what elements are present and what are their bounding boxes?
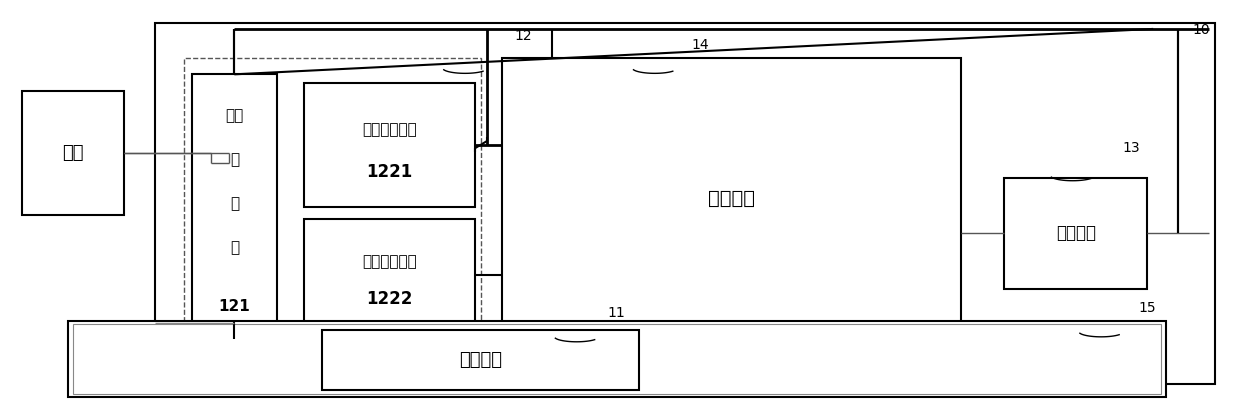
Text: 1221: 1221 [366,163,413,181]
Text: 控制模组: 控制模组 [1055,224,1096,242]
FancyBboxPatch shape [304,219,475,330]
FancyBboxPatch shape [322,330,639,390]
Text: 10: 10 [1193,23,1210,37]
FancyBboxPatch shape [1004,178,1147,289]
Text: 路: 路 [229,240,239,255]
FancyBboxPatch shape [184,58,481,339]
Text: 12: 12 [515,29,532,43]
Text: 电芯模组: 电芯模组 [708,189,755,208]
Text: 电: 电 [229,196,239,211]
Text: 11: 11 [608,306,625,320]
Text: 15: 15 [1138,301,1156,315]
FancyBboxPatch shape [73,324,1161,394]
Text: 受电线圈: 受电线圈 [459,351,502,369]
Text: 桥: 桥 [229,152,239,167]
Text: 三相: 三相 [226,108,243,123]
Text: 13: 13 [1122,141,1140,155]
FancyBboxPatch shape [68,321,1166,397]
FancyBboxPatch shape [22,91,124,215]
Text: 第一开关模组: 第一开关模组 [362,122,417,137]
Text: 121: 121 [218,299,250,314]
Text: 第二开关模组: 第二开关模组 [362,254,417,269]
Text: 1222: 1222 [366,290,413,308]
Text: 电机: 电机 [62,144,84,162]
FancyBboxPatch shape [304,83,475,206]
Text: 14: 14 [692,38,709,52]
FancyBboxPatch shape [502,58,961,339]
FancyBboxPatch shape [192,74,277,332]
FancyBboxPatch shape [155,23,1215,384]
